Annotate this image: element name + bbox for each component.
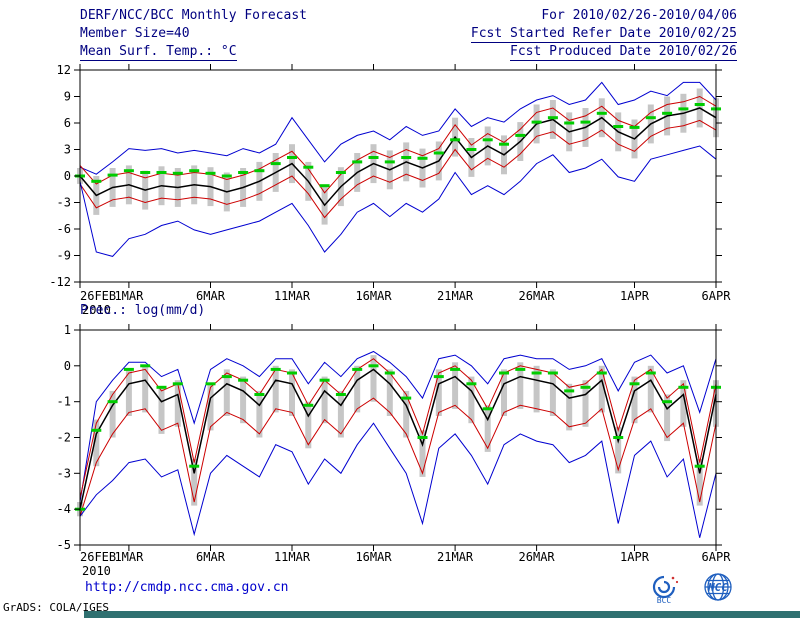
bcc-logo-swirl-outer xyxy=(652,575,676,599)
svg-text:6MAR: 6MAR xyxy=(196,289,226,303)
series-spread-lower xyxy=(79,119,717,219)
svg-text:6MAR: 6MAR xyxy=(196,550,226,564)
svg-text:-4: -4 xyxy=(57,502,71,516)
svg-text:-3: -3 xyxy=(57,196,71,210)
page-title: DERF/NCC/BCC Monthly Forecast xyxy=(80,8,307,23)
svg-text:6APR: 6APR xyxy=(702,550,732,564)
svg-text:0: 0 xyxy=(64,359,71,373)
svg-text:-9: -9 xyxy=(57,249,71,263)
precipitation-panel-label: Prec.: log(mm/d) xyxy=(80,303,206,318)
forecast-range-label: For 2010/02/26-2010/04/06 xyxy=(541,8,737,23)
series-ensemble-max xyxy=(79,81,717,175)
refer-date-label: Fcst Started Refer Date 2010/02/25 xyxy=(470,26,737,43)
series-reference xyxy=(75,103,721,188)
series-spread-upper xyxy=(79,95,717,194)
svg-text:-1: -1 xyxy=(57,395,71,409)
bcc-logo-star xyxy=(671,576,675,580)
svg-text:-12: -12 xyxy=(49,275,71,289)
bcc-logo-text: BCC xyxy=(657,596,672,605)
series-spread-lower xyxy=(79,397,717,517)
svg-text:11MAR: 11MAR xyxy=(274,289,311,303)
variable-label: Mean Surf. Temp.: °C xyxy=(80,44,237,61)
ensemble-spread-bars xyxy=(77,355,719,517)
svg-text:2010: 2010 xyxy=(82,303,111,317)
ensemble-spread-bars xyxy=(77,88,719,225)
svg-text:9: 9 xyxy=(64,90,71,104)
bcc-logo-star xyxy=(675,580,679,584)
svg-text:0: 0 xyxy=(64,169,71,183)
svg-text:26FEB: 26FEB xyxy=(80,550,116,564)
svg-text:6: 6 xyxy=(64,116,71,130)
source-url-link[interactable]: http://cmdp.ncc.cma.gov.cn xyxy=(85,580,289,595)
ncc-logo-text: NCC xyxy=(707,581,728,594)
svg-text:-5: -5 xyxy=(57,538,71,552)
bcc-logo-swirl-inner xyxy=(657,580,671,594)
series-spread-upper xyxy=(79,358,717,499)
bottom-strip xyxy=(84,611,800,618)
svg-text:-6: -6 xyxy=(57,222,71,236)
svg-text:26MAR: 26MAR xyxy=(519,289,556,303)
svg-text:2010: 2010 xyxy=(82,564,111,578)
svg-text:12: 12 xyxy=(57,63,71,77)
produced-date-label: Fcst Produced Date 2010/02/26 xyxy=(510,44,737,61)
svg-text:16MAR: 16MAR xyxy=(355,289,392,303)
svg-text:21MAR: 21MAR xyxy=(437,289,474,303)
series-ensemble-min xyxy=(79,422,717,538)
series-ensemble-max xyxy=(79,350,717,503)
ncc-logo: NCC xyxy=(704,573,732,601)
svg-text:11MAR: 11MAR xyxy=(274,550,311,564)
svg-text:-3: -3 xyxy=(57,466,71,480)
svg-text:1: 1 xyxy=(64,323,71,337)
svg-text:-2: -2 xyxy=(57,431,71,445)
svg-text:6APR: 6APR xyxy=(702,289,732,303)
grads-credit: GrADS: COLA/IGES xyxy=(3,601,109,614)
series-ensemble-min xyxy=(79,145,717,257)
svg-text:16MAR: 16MAR xyxy=(355,550,392,564)
svg-text:1MAR: 1MAR xyxy=(114,289,144,303)
series-ensemble-mean xyxy=(79,368,717,510)
series-reference xyxy=(75,364,721,511)
svg-text:26FEB: 26FEB xyxy=(80,289,116,303)
svg-text:1APR: 1APR xyxy=(620,550,650,564)
svg-text:1MAR: 1MAR xyxy=(114,550,144,564)
svg-text:3: 3 xyxy=(64,143,71,157)
svg-text:26MAR: 26MAR xyxy=(519,550,556,564)
series-ensemble-mean xyxy=(79,107,717,207)
member-size-label: Member Size=40 xyxy=(80,26,190,41)
bcc-logo: BCC xyxy=(652,575,679,605)
svg-text:21MAR: 21MAR xyxy=(437,550,474,564)
svg-text:1APR: 1APR xyxy=(620,289,650,303)
